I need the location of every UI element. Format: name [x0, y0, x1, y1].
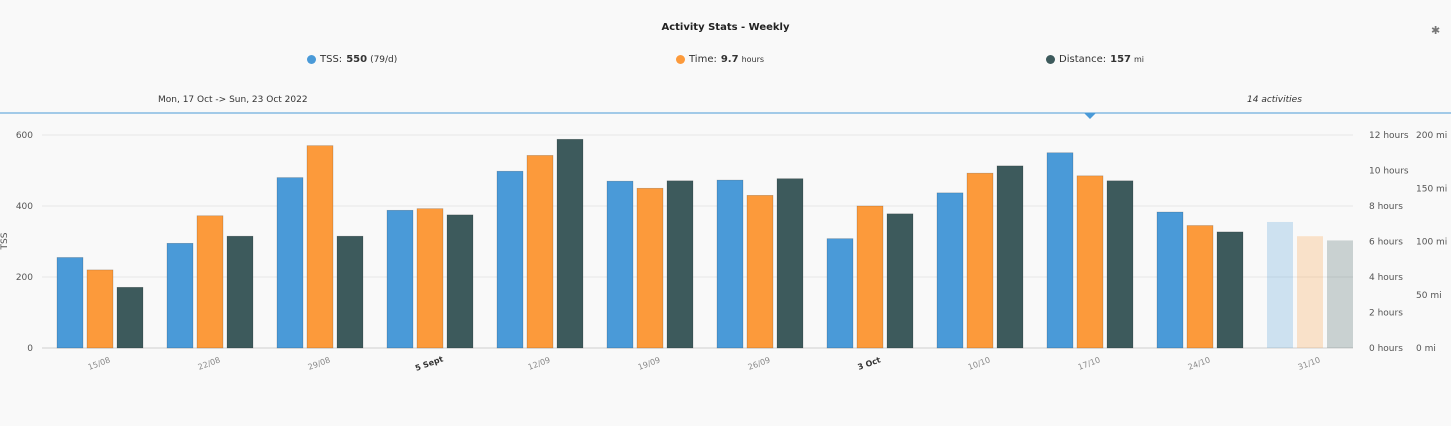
legend-unit-time: hours	[741, 55, 765, 64]
x-tick-label: 12/09	[527, 355, 552, 371]
bar-distance[interactable]	[666, 180, 694, 349]
y-tick-label-miles: 150 mi	[1416, 184, 1447, 194]
x-tick-label: 29/08	[307, 355, 332, 371]
legend-item-distance[interactable]: Distance: 157 mi	[1046, 54, 1144, 65]
x-tick-label: 24/10	[1187, 355, 1212, 371]
bar-tss[interactable]	[1046, 152, 1074, 349]
bar-time[interactable]	[1186, 225, 1214, 349]
legend-item-time[interactable]: Time: 9.7 hours	[676, 54, 764, 65]
bar-distance[interactable]	[336, 235, 364, 349]
bar-distance[interactable]	[226, 235, 254, 349]
bar-distance[interactable]	[116, 286, 144, 349]
legend-dot-tss	[307, 55, 316, 64]
legend-unit-distance: mi	[1133, 55, 1144, 64]
legend-label-distance: Distance:	[1059, 54, 1107, 65]
bar-time[interactable]	[1076, 175, 1104, 349]
bar-time[interactable]	[306, 145, 334, 349]
y-tick-label-hours: 4 hours	[1369, 273, 1403, 283]
bar-tss[interactable]	[386, 209, 414, 349]
legend-value-time: 9.7	[720, 54, 739, 65]
chart-title: Activity Stats - Weekly	[661, 22, 790, 33]
x-tick-label: 19/09	[637, 355, 662, 371]
x-tick-label: 3 Oct	[856, 355, 882, 372]
bar-time[interactable]	[856, 205, 884, 349]
bar-time[interactable]	[86, 269, 114, 349]
legend-dot-distance	[1046, 55, 1055, 64]
legend-value-tss: 550	[346, 54, 368, 65]
bar-time[interactable]	[526, 155, 554, 349]
bar-time[interactable]	[746, 195, 774, 349]
bar-time[interactable]	[636, 187, 664, 349]
legend-item-tss[interactable]: TSS: 550 (79/d)	[307, 54, 397, 65]
y-tick-label-left: 0	[27, 344, 33, 354]
x-tick-label: 26/09	[747, 355, 772, 371]
y-axis-label: TSS	[0, 232, 10, 250]
x-tick-label: 31/10	[1297, 355, 1322, 371]
x-tick-label: 17/10	[1077, 355, 1102, 371]
legend-value-distance: 157	[1110, 54, 1131, 65]
bar-distance[interactable]	[996, 165, 1024, 349]
y-tick-label-hours: 0 hours	[1369, 344, 1403, 354]
y-tick-label-left: 400	[16, 202, 33, 212]
x-tick-label: 10/10	[967, 355, 992, 371]
bar-distance[interactable]	[1327, 240, 1353, 348]
selection-marker	[1084, 113, 1096, 119]
bar-distance[interactable]	[776, 178, 804, 349]
legend-unit-tss: (79/d)	[370, 54, 398, 65]
bar-distance[interactable]	[1216, 231, 1244, 349]
y-tick-label-hours: 2 hours	[1369, 309, 1403, 319]
bar-distance[interactable]	[1106, 180, 1134, 349]
bar-time[interactable]	[416, 208, 444, 349]
bar-tss[interactable]	[166, 242, 194, 349]
y-tick-label-miles: 50 mi	[1416, 291, 1442, 301]
y-tick-label-left: 200	[16, 273, 33, 283]
x-tick-label: 15/08	[87, 355, 112, 371]
bar-tss[interactable]	[276, 177, 304, 349]
bar-distance[interactable]	[886, 213, 914, 349]
activity-count-label: 14 activities	[1247, 95, 1302, 105]
legend-label-time: Time:	[689, 54, 717, 65]
bar-time[interactable]	[1297, 236, 1323, 348]
y-tick-label-hours: 12 hours	[1369, 131, 1409, 141]
y-tick-label-hours: 8 hours	[1369, 202, 1403, 212]
bar-tss[interactable]	[936, 192, 964, 349]
gear-icon[interactable]: ✱	[1431, 24, 1441, 37]
y-tick-label-miles: 0 mi	[1416, 344, 1436, 354]
bar-tss[interactable]	[1267, 221, 1293, 348]
bar-time[interactable]	[966, 172, 994, 349]
y-tick-label-hours: 10 hours	[1369, 167, 1409, 177]
bar-distance[interactable]	[446, 214, 474, 349]
y-tick-label-miles: 200 mi	[1416, 131, 1447, 141]
legend-dot-time	[676, 55, 685, 64]
y-tick-label-hours: 6 hours	[1369, 238, 1403, 248]
bar-tss[interactable]	[1156, 211, 1184, 349]
bar-tss[interactable]	[716, 179, 744, 349]
legend-label-tss: TSS:	[320, 54, 343, 65]
x-tick-label: 5 Sept	[414, 354, 445, 372]
date-range-label: Mon, 17 Oct -> Sun, 23 Oct 2022	[158, 95, 308, 105]
y-tick-label-miles: 100 mi	[1416, 238, 1447, 248]
bar-tss[interactable]	[56, 257, 84, 349]
bar-tss[interactable]	[496, 170, 524, 349]
bar-tss[interactable]	[826, 238, 854, 349]
bar-time[interactable]	[196, 215, 224, 349]
bar-distance[interactable]	[556, 138, 584, 349]
bar-tss[interactable]	[606, 180, 634, 349]
x-tick-label: 22/08	[197, 355, 222, 371]
y-tick-label-left: 600	[16, 131, 33, 141]
